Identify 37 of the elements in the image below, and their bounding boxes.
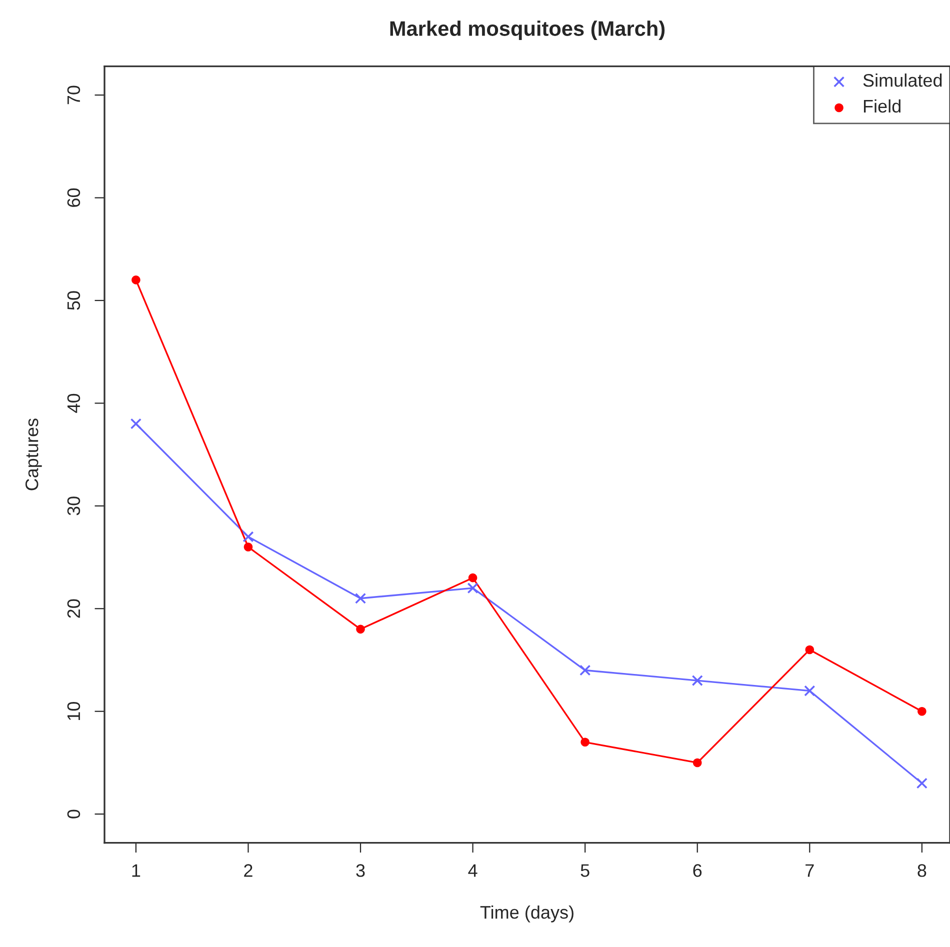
legend-label: Field	[864, 99, 900, 113]
x-tick-label: 4	[468, 864, 478, 877]
chart-title: Marked mosquitoes (March)	[390, 20, 665, 40]
point	[580, 664, 591, 676]
point	[467, 582, 478, 594]
y-tick-label: 20	[67, 599, 80, 618]
y-axis-title: Captures	[25, 418, 42, 490]
y-tick-label: 60	[67, 188, 80, 207]
x-tick-label: 8	[918, 864, 926, 877]
x-tick-label: 1	[132, 864, 140, 877]
point	[356, 624, 365, 634]
point	[916, 778, 928, 789]
point	[242, 531, 254, 542]
point	[468, 573, 478, 582]
point	[692, 674, 703, 686]
point	[354, 592, 366, 604]
x-tick-label: 2	[244, 864, 252, 877]
point	[132, 276, 140, 284]
y-tick-label: 70	[67, 86, 80, 104]
point	[244, 542, 253, 552]
point	[692, 758, 702, 768]
y-tick-label: 40	[67, 394, 80, 413]
point	[130, 418, 142, 430]
x-tick-label: 6	[693, 864, 702, 877]
y-tick-label: 30	[67, 496, 80, 516]
x-tick-label: 3	[356, 864, 365, 877]
y-tick-label: 0	[67, 810, 80, 818]
point	[804, 685, 816, 696]
point	[580, 738, 590, 747]
legend-label: Simulated	[863, 74, 942, 87]
x-axis-title: Time (days)	[480, 905, 574, 922]
point	[805, 645, 814, 654]
x-tick-label: 7	[806, 864, 814, 877]
y-tick-label: 10	[67, 702, 80, 720]
x-tick-label: 5	[580, 864, 590, 877]
point	[918, 706, 926, 716]
y-tick-label: 50	[67, 291, 80, 310]
